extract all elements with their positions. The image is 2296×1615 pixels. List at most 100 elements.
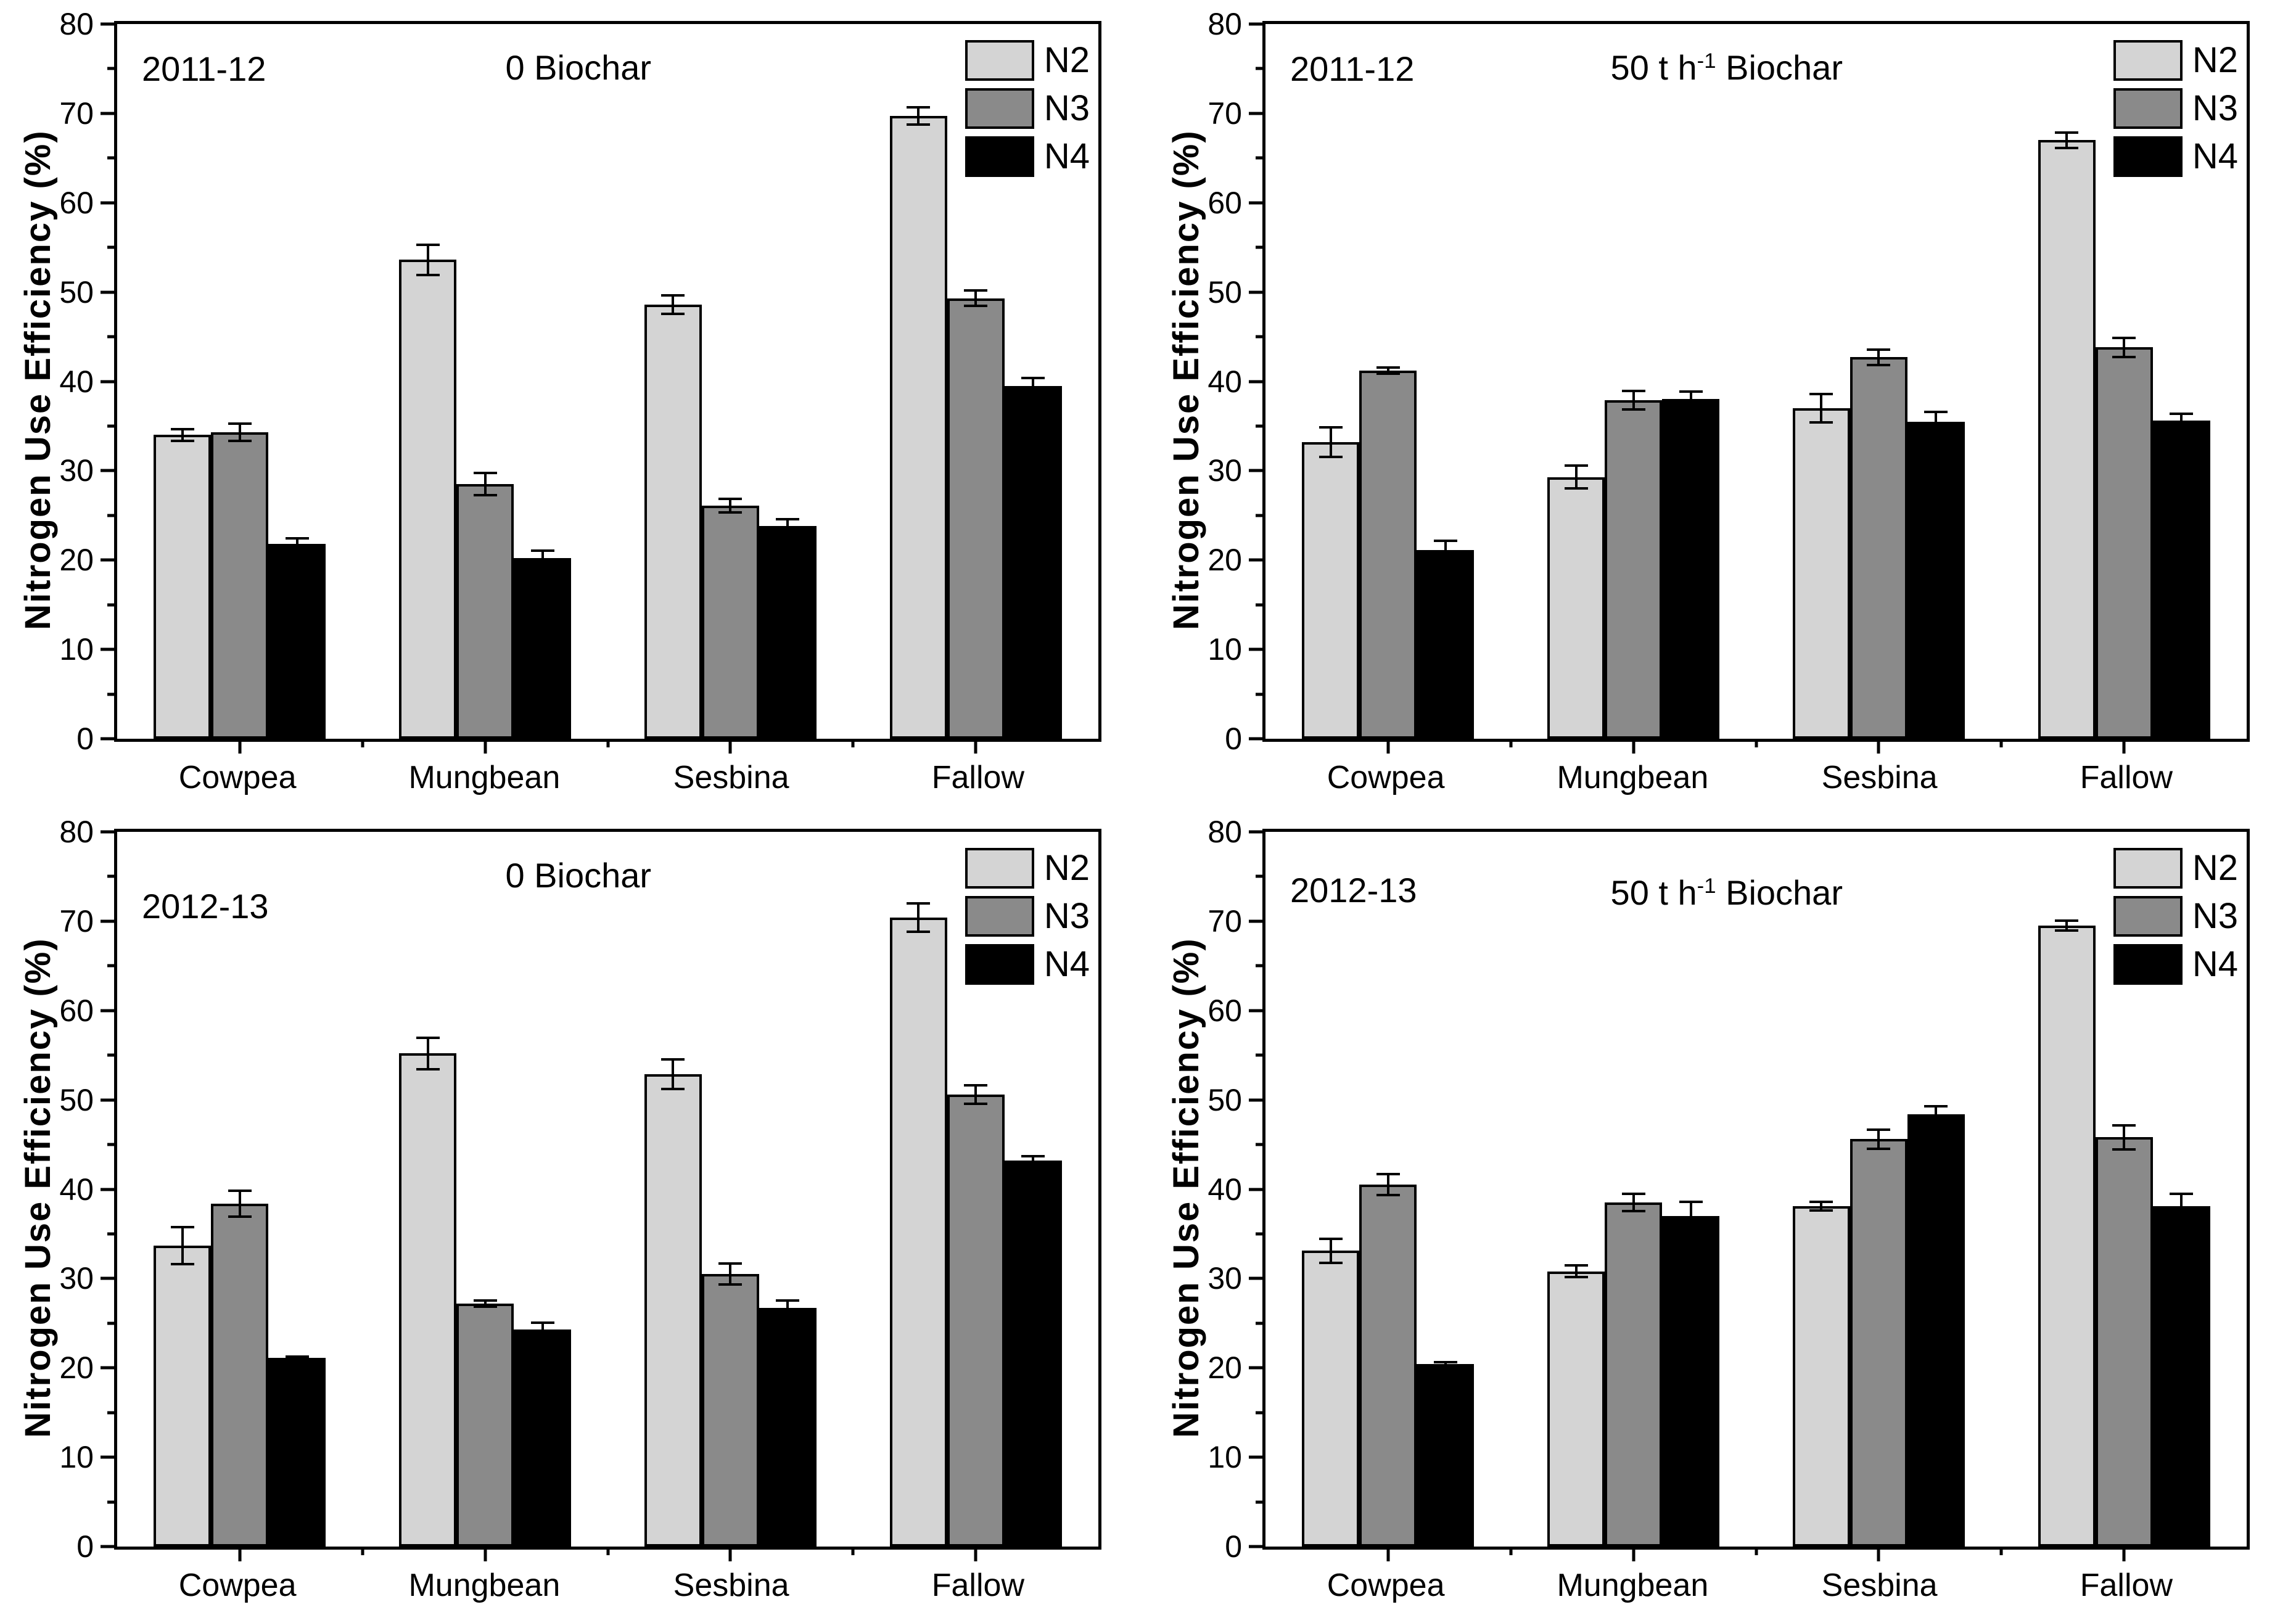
error-bar-cap-bottom [1809, 421, 1833, 424]
x-tick-label-sesbina: Sesbina [1821, 760, 1938, 795]
y-minor-tick [1256, 1232, 1265, 1236]
y-tick-label: 30 [1208, 453, 1242, 488]
y-major-tick [101, 1366, 117, 1370]
y-major-tick [1249, 22, 1265, 26]
panel-title: 0 Biochar [505, 855, 651, 895]
legend-entry-n4: N4 [2113, 136, 2238, 177]
bar-sesbina-n2 [644, 1058, 702, 1547]
error-bar-cap-bottom [718, 1283, 743, 1286]
y-tick-label: 20 [59, 543, 94, 578]
bar-group-cowpea [117, 24, 363, 739]
bar-mungbean-n3 [456, 471, 514, 739]
x-minor-tick [606, 1547, 609, 1555]
error-bar-stem [974, 289, 977, 308]
legend: N2 N3 N4 [965, 40, 1090, 177]
y-tick-label: 60 [59, 993, 94, 1028]
bar-sesbina-n3 [1850, 348, 1907, 739]
y-major-tick [101, 22, 117, 26]
bar-cowpea-n4 [268, 1355, 326, 1547]
error-bar-cap-bottom [2170, 1217, 2194, 1220]
year-label: 2011-12 [142, 49, 266, 88]
error-bar-stem [483, 471, 487, 497]
y-major-tick [101, 1188, 117, 1191]
error-bar-cap-bottom [2112, 1148, 2136, 1151]
y-major-tick [1249, 469, 1265, 472]
error-bar-cap-bottom [285, 548, 309, 551]
bar-cowpea-n4 [1417, 1360, 1475, 1547]
x-axis-labels: Cowpea Mungbean Sesbina Fallow [114, 1567, 1101, 1604]
error-bar [2112, 337, 2136, 358]
y-minor-tick [107, 874, 117, 878]
panel-title-text: 0 Biochar [505, 856, 652, 895]
error-bar-stem [1935, 411, 1938, 433]
error-bar-stem [1574, 464, 1578, 490]
panel-title-superscript: -1 [1697, 49, 1716, 73]
bar-fallow-n2 [889, 902, 947, 1547]
error-bar [1809, 1201, 1833, 1212]
panel-title: 50 t h-1 Biochar [1611, 873, 1843, 913]
error-bar [964, 289, 988, 308]
y-minor-tick [107, 1411, 117, 1415]
legend-swatch-n4 [2113, 944, 2183, 985]
error-bar [1021, 377, 1045, 395]
y-tick-label: 10 [1208, 632, 1242, 667]
y-tick-label: 80 [1208, 815, 1242, 849]
error-bar [1433, 539, 1457, 561]
legend-entry-n2: N2 [2113, 40, 2238, 81]
error-bar-stem [541, 1321, 544, 1338]
x-tick-label-sesbina: Sesbina [673, 1568, 789, 1603]
x-tick-label-fallow: Fallow [931, 1568, 1024, 1603]
y-tick-label: 40 [1208, 364, 1242, 399]
y-major-tick [1249, 1009, 1265, 1013]
error-bar-cap-bottom [1319, 456, 1343, 459]
y-tick-label: 10 [59, 632, 94, 667]
x-axis-labels: Cowpea Mungbean Sesbina Fallow [1262, 759, 2250, 796]
legend-label-n2: N2 [1043, 40, 1090, 80]
bar-sesbina-n4 [1907, 411, 1965, 739]
y-minor-tick [107, 603, 117, 607]
error-bar [776, 518, 800, 535]
bar-group-sesbina [608, 832, 854, 1547]
year-label: 2011-12 [1290, 49, 1415, 88]
error-bar [416, 244, 440, 276]
y-minor-tick [107, 1500, 117, 1504]
y-major-tick [101, 1276, 117, 1280]
bar-cowpea-n3 [1359, 366, 1417, 739]
error-bar-cap-bottom [228, 1215, 252, 1218]
error-bar [228, 422, 252, 443]
panel-title-text: 0 Biochar [505, 48, 652, 87]
y-major-tick [1249, 112, 1265, 115]
error-bar-stem [238, 422, 241, 443]
error-bar-cap-bottom [1809, 1209, 1833, 1212]
bar-mungbean-n3 [1605, 1193, 1663, 1547]
panel-title: 0 Biochar [505, 47, 651, 88]
bar-group-mungbean [363, 24, 608, 739]
y-tick-label: 70 [1208, 903, 1242, 939]
error-bar-stem [786, 1299, 789, 1317]
legend-swatch-n2 [2113, 40, 2183, 81]
error-bar-stem [1329, 425, 1332, 459]
bar-sesbina-n4 [759, 1299, 817, 1547]
error-bar-stem [1386, 366, 1389, 376]
error-bar-cap-bottom [2170, 426, 2194, 429]
error-bar-cap-bottom [1376, 372, 1400, 376]
error-bar-stem [2180, 413, 2183, 429]
error-bar [1924, 1105, 1948, 1124]
x-major-tick [1632, 1547, 1636, 1561]
bar-sesbina-n2 [1792, 1201, 1850, 1547]
y-tick-label: 50 [1208, 1082, 1242, 1117]
x-tick-label-cowpea: Cowpea [178, 760, 297, 795]
legend-entry-n2: N2 [965, 848, 1090, 889]
error-bar [964, 1083, 988, 1106]
x-major-tick [1877, 739, 1880, 754]
y-major-tick [1249, 737, 1265, 741]
y-major-tick [101, 469, 117, 472]
bar-group-cowpea [1265, 24, 1511, 739]
bar-sesbina-n3 [1850, 1128, 1907, 1547]
y-tick-label: 60 [59, 185, 94, 220]
error-bar-stem [1444, 539, 1447, 561]
error-bar-stem [1632, 1193, 1635, 1213]
error-bar [1376, 366, 1400, 376]
error-bar-stem [181, 427, 184, 443]
error-bar-cap-bottom [907, 930, 931, 933]
